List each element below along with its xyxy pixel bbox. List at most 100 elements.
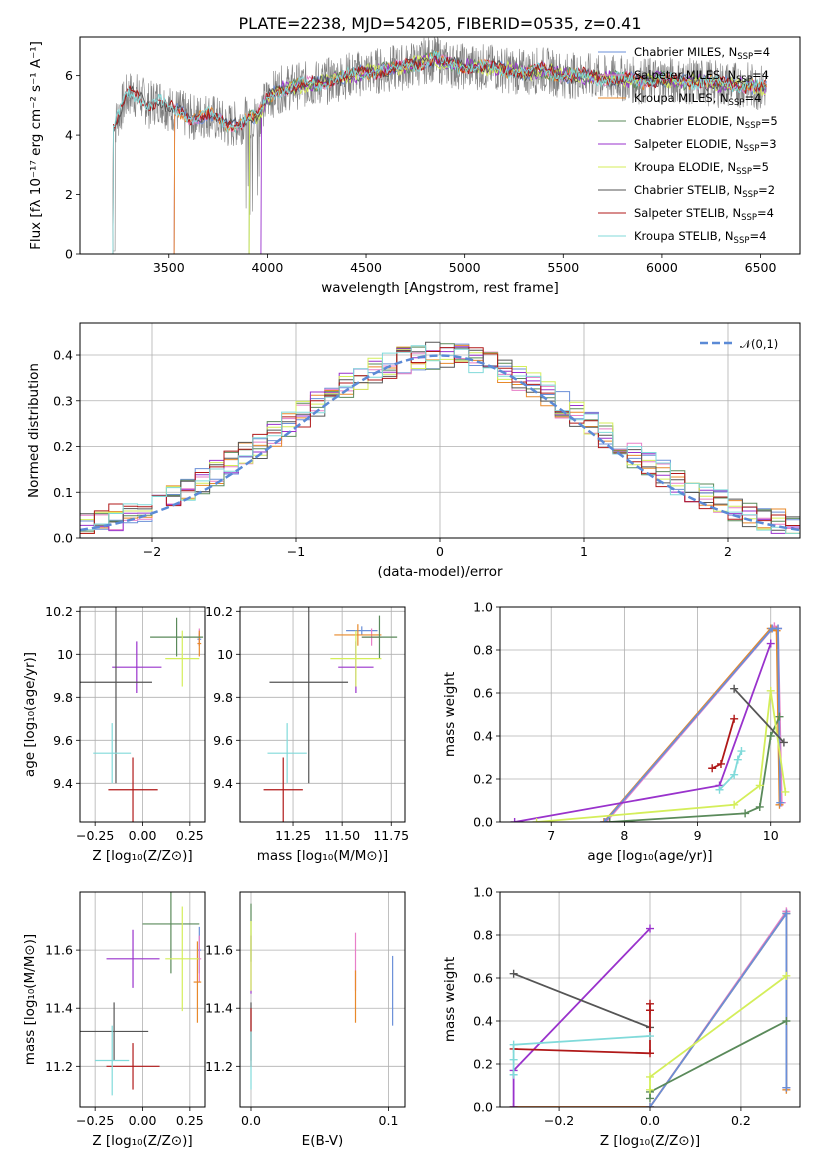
x-axis-label: Z [log₁₀(Z/Z⊙)] (600, 1133, 700, 1149)
errorbar-kroupa-stelib (95, 1025, 130, 1096)
errorbar-kroupa-elodie (165, 906, 200, 1012)
x-tick-label: 0.00 (129, 1113, 157, 1128)
errorbar-salpeter-stelib (108, 757, 158, 822)
weight-marker-kroupa-stelib (730, 770, 739, 779)
axes-age_vs_mass: 11.25 11.50 11.75 9.4 9.6 9.8 10 10.2 mass [log₁… (205, 604, 409, 864)
weight-marker-kroupa-elodie (766, 686, 775, 695)
axes-spectrum: 3500 4000 4500 5000 5500 6000 6500 0 2 4 6 waveleng… (28, 36, 801, 296)
y-axis-label: Normed distribution (26, 363, 42, 498)
errorbar-chabrier-elodie (361, 615, 398, 659)
legend-label: Kroupa ELODIE, NSSP=5 (634, 160, 769, 177)
weight-marker-chabrier-miles (782, 1083, 791, 1092)
weight-marker-chabrier-stelib (730, 684, 739, 693)
legend-label: Kroupa STELIB, NSSP=4 (634, 229, 766, 246)
y-tick-label: 0.2 (473, 772, 493, 787)
y-tick-label: 10.2 (45, 604, 73, 619)
weight-marker-chabrier-miles (600, 818, 609, 822)
x-tick-label: 9 (694, 828, 702, 843)
y-tick-label: 0.2 (53, 439, 73, 454)
plot-area-age_vs_mass (263, 607, 398, 822)
weight-marker-salpeter-stelib (716, 759, 725, 768)
histogram-kroupa-stelib (80, 345, 800, 534)
weight-marker-kroupa-elodie (781, 787, 790, 796)
weight-marker-kroupa-stelib (733, 755, 742, 764)
x-tick-label: 4000 (251, 260, 283, 275)
weight-marker-salpeter-elodie (766, 639, 775, 648)
legend-subscript: SSP (736, 167, 752, 177)
x-tick-label: −0.25 (76, 1113, 114, 1128)
axes-frame (239, 606, 406, 823)
weight-line-salpeter-stelib (711, 718, 735, 770)
y-tick-label: 0.0 (473, 1100, 493, 1115)
x-tick-label: 0.25 (176, 828, 204, 843)
axes-frame (79, 891, 206, 1108)
x-axis-label: Z [log₁₀(Z/Z⊙)] (92, 848, 192, 864)
legend-label: Salpeter MILES, NSSP=4 (634, 68, 769, 85)
x-tick-label: 6000 (646, 260, 678, 275)
y-tick-label: 0.8 (473, 928, 493, 943)
weight-marker-salpeter-stelib (708, 764, 717, 773)
weight-marker-kroupa-elodie (646, 1072, 654, 1081)
y-tick-label: 11.2 (205, 1059, 233, 1074)
weight-marker-kroupa-stelib (509, 1040, 518, 1049)
x-tick-label: 3500 (153, 260, 185, 275)
x-tick-label: 5500 (547, 260, 579, 275)
plot-area-age_vs_Z (80, 607, 204, 822)
x-axis-label: age [log₁₀(age/yr)] (587, 848, 712, 864)
plot-area-residuals (80, 341, 800, 534)
y-tick-label: 0.6 (473, 686, 493, 701)
plot-area-mass_vs_EBV (250, 903, 394, 1090)
weight-line-salpeter-elodie (514, 643, 772, 822)
x-tick-label: 0.2 (731, 1113, 751, 1128)
x-tick-label: 0.1 (379, 1113, 399, 1128)
axes-frame (499, 606, 801, 823)
weight-marker-salpeter-elodie (510, 818, 519, 822)
weight-marker-salpeter-stelib (646, 999, 654, 1008)
weight-marker-chabrier-stelib (509, 969, 518, 978)
weight-marker-kroupa-stelib (737, 747, 746, 756)
x-tick-label: 11.50 (324, 828, 360, 843)
errorbar-chabrier-stelib (80, 607, 152, 784)
axes-frame (79, 606, 206, 823)
axes-mass_vs_EBV: 0.0 0.1 11.2 11.4 11.6 E(B-V) (205, 891, 406, 1149)
y-tick-label: 0.3 (53, 393, 73, 408)
errorbar-kroupa-miles (193, 941, 202, 1023)
y-tick-label: 9.8 (53, 690, 73, 705)
errorbar-kroupa-stelib (267, 723, 307, 784)
y-tick-label: 11.6 (45, 943, 73, 958)
y-tick-label: 11.4 (205, 1001, 233, 1016)
y-tick-label: 9.8 (213, 690, 233, 705)
x-tick-label: 11.75 (373, 828, 409, 843)
x-tick-label: 1 (580, 544, 588, 559)
x-tick-label: 10 (763, 828, 779, 843)
errorbar-kroupa-elodie (165, 630, 200, 687)
legend-subscript: SSP (729, 98, 745, 108)
legend-label: Salpeter STELIB, NSSP=4 (634, 206, 774, 223)
weight-line-chabrier-elodie (609, 716, 781, 822)
weight-marker-kroupa-stelib (715, 785, 724, 794)
y-tick-label: 9.4 (213, 776, 233, 791)
weight-marker-kroupa-stelib (509, 1055, 518, 1064)
axes-frame (499, 891, 801, 1108)
x-tick-label: 4500 (350, 260, 382, 275)
weight-marker-salpeter-elodie (509, 1103, 518, 1107)
legend-subscript: SSP (741, 213, 757, 223)
y-tick-label: 11.4 (45, 1001, 73, 1016)
x-tick-label: 0.0 (640, 1113, 660, 1128)
y-tick-label: 11.6 (205, 943, 233, 958)
errorbar-salpeter-stelib (106, 1043, 160, 1090)
x-tick-label: 11.25 (275, 828, 311, 843)
axes-weight_vs_Z: −0.2 0.0 0.2 0.0 0.2 0.4 0.6 0.8 1.0 Z [log₁₀(Z/Z… (442, 885, 801, 1149)
weight-marker-kroupa-elodie (782, 971, 791, 980)
weight-line-kroupa-elodie (649, 975, 787, 1090)
y-tick-label: 4 (65, 128, 73, 143)
y-tick-label: 10 (217, 647, 233, 662)
x-axis-label: (data-model)/error (377, 564, 503, 580)
weight-line-kroupa-stelib (718, 750, 743, 791)
y-tick-label: 0.6 (473, 971, 493, 986)
y-tick-label: 0.0 (473, 815, 493, 830)
x-tick-label: −0.25 (76, 828, 114, 843)
legend-value: =4 (744, 91, 761, 105)
errorbar-kroupa-elodie (330, 630, 382, 687)
x-tick-label: −0.2 (544, 1113, 574, 1128)
